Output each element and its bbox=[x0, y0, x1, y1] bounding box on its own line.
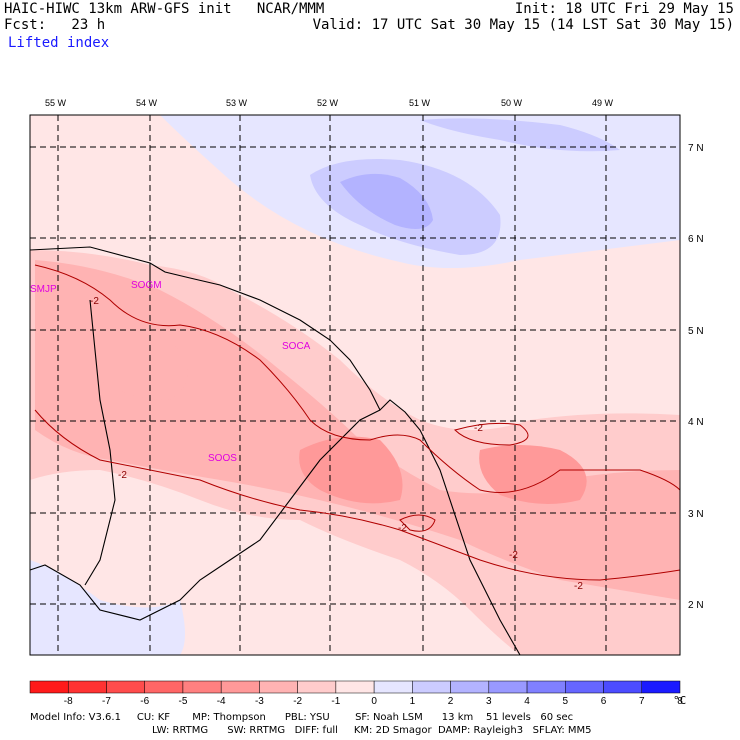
station-labels: SMJP SOGM SOCA SOOS bbox=[30, 280, 311, 464]
colorbar-swatch bbox=[412, 680, 451, 694]
lat-label: 5 N bbox=[688, 326, 704, 337]
lat-label: 2 N bbox=[688, 600, 704, 611]
forecast-hour: Fcst: 23 h bbox=[4, 17, 106, 33]
colorbar-unit: °C bbox=[673, 694, 687, 707]
field-name: Lifted index bbox=[8, 35, 110, 51]
colorbar-tick-label: 7 bbox=[639, 696, 645, 707]
station-smjp: SMJP bbox=[30, 284, 57, 295]
colorbar-swatch bbox=[67, 680, 107, 694]
colorbar-swatch bbox=[565, 680, 604, 694]
colorbar-swatch bbox=[603, 680, 643, 694]
graticule bbox=[30, 115, 680, 655]
lon-label: 55 W bbox=[45, 98, 67, 108]
colorbar-swatch bbox=[182, 680, 222, 694]
lon-label: 50 W bbox=[501, 98, 523, 108]
colorbar-swatch bbox=[450, 680, 490, 694]
lon-label: 53 W bbox=[226, 98, 248, 108]
lat-label: 4 N bbox=[688, 417, 704, 428]
colorbar-tick-label: -8 bbox=[64, 696, 73, 707]
lat-label: 7 N bbox=[688, 143, 704, 154]
lon-label: 49 W bbox=[592, 98, 614, 108]
lon-label: 51 W bbox=[409, 98, 431, 108]
colorbar-tick-label: 5 bbox=[563, 696, 569, 707]
coastline bbox=[29, 246, 521, 656]
footer-model-info: Model Info: V3.6.1 CU: KF MP: Thompson P… bbox=[30, 712, 574, 723]
init-time: Init: 18 UTC Fri 29 May 15 bbox=[514, 1, 734, 17]
colorbar-swatch bbox=[297, 680, 337, 694]
colorbar-swatch bbox=[526, 680, 566, 694]
colorbar-swatch bbox=[29, 680, 69, 694]
colorbar-tick-label: 6 bbox=[601, 696, 607, 707]
plot-frame bbox=[29, 114, 681, 656]
station-soos: SOOS bbox=[208, 453, 237, 464]
colorbar-tick-label: 3 bbox=[486, 696, 492, 707]
contour-value-labels: -2 -2 -2 -2 -2 -2 bbox=[90, 296, 583, 592]
colorbar-swatch bbox=[106, 680, 145, 694]
lon-labels: 55 W 54 W 53 W 52 W 51 W 50 W 49 W bbox=[45, 98, 614, 108]
colorbar-tick-label: -7 bbox=[102, 696, 111, 707]
colorbar-tick-label: 0 bbox=[371, 696, 377, 707]
footer-physics-info: LW: RRTMG SW: RRTMG DIFF: full KM: 2D Sm… bbox=[152, 725, 592, 736]
lat-label: 3 N bbox=[688, 509, 704, 520]
colorbar-tick-label: 1 bbox=[410, 696, 416, 707]
colorbar-tick-label: 2 bbox=[448, 696, 454, 707]
colorbar-swatch bbox=[220, 680, 260, 694]
colorbar-tick-label: -1 bbox=[331, 696, 340, 707]
colorbar: -8 -7 -6 -5 -4 -3 -2 -1 0 1 2 3 4 5 6 7 8 bbox=[29, 680, 683, 707]
contour-label: -2 bbox=[574, 581, 583, 592]
contour-label: -2 bbox=[118, 470, 127, 481]
contour-label: -2 bbox=[509, 550, 518, 561]
colorbar-swatch bbox=[373, 680, 413, 694]
valid-time: Valid: 17 UTC Sat 30 May 15 (14 LST Sat … bbox=[312, 17, 734, 33]
shading-layer bbox=[30, 115, 680, 655]
colorbar-swatch bbox=[144, 680, 184, 694]
contour-label: -2 bbox=[474, 423, 483, 434]
model-title: HAIC-HIWC 13km ARW-GFS init NCAR/MMM bbox=[4, 1, 325, 17]
lon-label: 54 W bbox=[136, 98, 158, 108]
colorbar-swatch bbox=[335, 680, 375, 694]
station-sogm: SOGM bbox=[131, 280, 162, 291]
contour-label: -2 bbox=[398, 523, 407, 534]
lat-labels: 7 N 6 N 5 N 4 N 3 N 2 N bbox=[688, 143, 704, 611]
colorbar-swatch bbox=[259, 680, 298, 694]
contour-lines bbox=[34, 264, 681, 581]
colorbar-tick-label: -4 bbox=[217, 696, 226, 707]
colorbar-tick-label: -3 bbox=[255, 696, 264, 707]
contour-label: -2 bbox=[90, 296, 99, 307]
colorbar-swatch bbox=[641, 680, 681, 694]
lon-label: 52 W bbox=[317, 98, 339, 108]
colorbar-tick-label: 8 bbox=[677, 696, 683, 707]
colorbar-tick-label: -2 bbox=[293, 696, 302, 707]
colorbar-swatch bbox=[488, 680, 528, 694]
colorbar-tick-label: -5 bbox=[178, 696, 187, 707]
colorbar-tick-label: -6 bbox=[140, 696, 149, 707]
station-soca: SOCA bbox=[282, 341, 311, 352]
colorbar-tick-label: 4 bbox=[524, 696, 530, 707]
lat-label: 6 N bbox=[688, 234, 704, 245]
